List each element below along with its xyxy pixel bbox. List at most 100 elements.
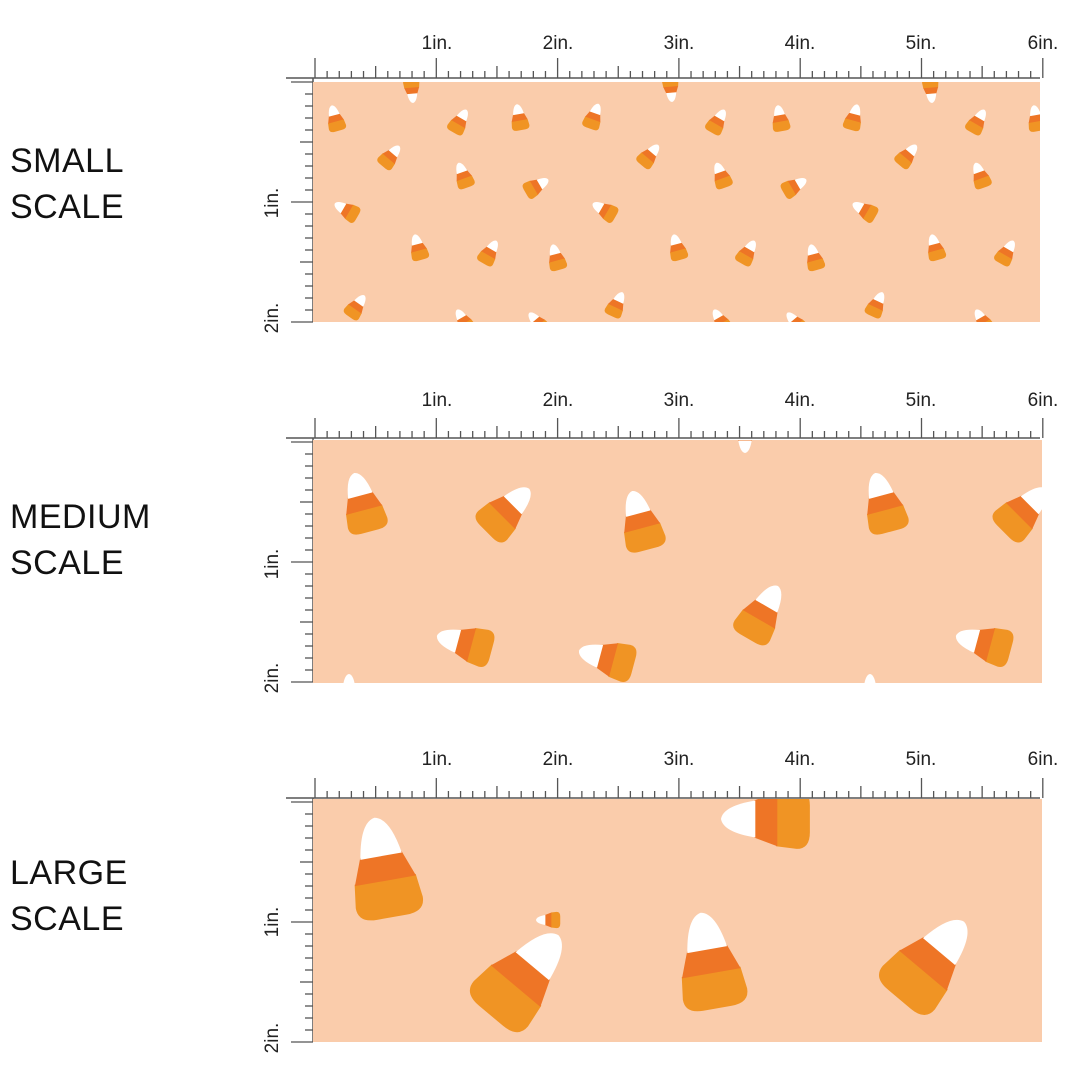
candy-corn-icon: [604, 292, 625, 319]
candy-corn-icon: [477, 240, 498, 267]
small-ruler-vlabel-2in: 2in.: [262, 303, 283, 334]
small-candy-pattern: [328, 82, 1040, 322]
small-scale-label-line1: SMALL: [10, 142, 124, 180]
candy-corn-icon: [334, 202, 361, 223]
small-scale-panel: 1in. 2in. 3in. 4in. 5in. 6in. 1in. 2in.: [0, 0, 1080, 360]
candy-corn-icon: [456, 162, 475, 190]
candy-corn-icon: [475, 487, 531, 543]
candy-corn-icon: [714, 162, 733, 190]
candy-corn-icon: [582, 103, 601, 131]
large-ruler-label-1in: 1in.: [422, 749, 453, 770]
candy-corn-icon: [578, 643, 637, 682]
candy-corn-icon: [928, 234, 947, 262]
candy-corn-icon: [974, 309, 994, 322]
medium-ruler-label-1in: 1in.: [422, 390, 453, 411]
candy-corn-icon: [735, 240, 756, 267]
candy-corn-icon: [992, 487, 1042, 543]
medium-fabric-swatch: [313, 440, 1042, 683]
large-scale-svg: 1in. 2in. 3in. 4in. 5in. 6in. 1in. 2in.: [262, 749, 1059, 1054]
candy-corn-icon: [592, 202, 619, 223]
candy-corn-icon: [705, 109, 726, 136]
medium-ruler-label-2in: 2in.: [543, 390, 574, 411]
candy-corn-icon: [447, 109, 468, 136]
small-scale-label: SMALL SCALE: [10, 138, 124, 230]
candy-corn-icon: [852, 202, 879, 223]
large-ruler-label-5in: 5in.: [906, 749, 937, 770]
large-scale-label: LARGE SCALE: [10, 850, 128, 942]
small-scale-label-line2: SCALE: [10, 188, 124, 226]
candy-corn-icon: [922, 82, 939, 103]
large-ruler-label-2in: 2in.: [543, 749, 574, 770]
candy-corn-icon: [878, 919, 968, 1015]
candy-corn-icon: [670, 234, 689, 262]
candy-corn-icon: [894, 144, 918, 170]
candy-corn-icon: [772, 105, 791, 132]
small-ruler-label-4in: 4in.: [785, 33, 816, 54]
large-ruler-vlabel-2in: 2in.: [262, 1023, 283, 1054]
large-scale-label-line2: SCALE: [10, 900, 124, 938]
candy-corn-icon: [636, 144, 660, 170]
candy-corn-icon: [623, 491, 666, 553]
candy-corn-icon: [528, 312, 550, 322]
small-vertical-ruler: [291, 78, 314, 323]
medium-ruler-label-6in: 6in.: [1028, 390, 1059, 411]
large-candy-pattern: [354, 799, 968, 1033]
small-ruler-label-1in: 1in.: [422, 33, 453, 54]
candy-corn-icon: [343, 674, 355, 683]
medium-ruler-label-3in: 3in.: [664, 390, 695, 411]
candy-corn-icon: [737, 440, 753, 453]
candy-corn-icon: [780, 178, 807, 199]
small-horizontal-ruler: [286, 58, 1044, 79]
candy-corn-icon: [469, 933, 562, 1033]
candy-corn-icon: [662, 82, 679, 102]
candy-corn-icon: [864, 292, 885, 319]
candy-corn-icon: [786, 312, 808, 322]
medium-ruler-vlabel-2in: 2in.: [262, 663, 283, 694]
candy-corn-icon: [403, 82, 420, 103]
candy-corn-icon: [965, 109, 986, 136]
candy-corn-icon: [864, 674, 876, 683]
small-ruler-label-5in: 5in.: [906, 33, 937, 54]
medium-scale-label: MEDIUM SCALE: [10, 494, 151, 586]
candy-corn-icon: [721, 799, 810, 849]
candy-corn-icon: [345, 473, 388, 535]
candy-corn-icon: [436, 628, 495, 667]
medium-scale-panel: 1in. 2in. 3in. 4in. 5in. 6in. 1in. 2in.: [0, 360, 1080, 720]
large-horizontal-ruler: [286, 778, 1044, 799]
small-scale-svg: 1in. 2in. 3in. 4in. 5in. 6in. 1in. 2in.: [262, 33, 1059, 334]
candy-corn-icon: [455, 309, 475, 322]
candy-corn-icon: [377, 145, 401, 171]
medium-ruler-label-4in: 4in.: [785, 390, 816, 411]
candy-corn-icon: [1028, 105, 1040, 132]
candy-corn-icon: [681, 912, 748, 1012]
large-scale-panel: 1in. 2in. 3in. 4in. 5in. 6in. 1in. 2in.: [0, 720, 1080, 1080]
candy-corn-icon: [343, 295, 366, 321]
candy-corn-icon: [328, 105, 347, 133]
candy-corn-icon: [955, 628, 1014, 667]
small-fabric-swatch: [313, 82, 1040, 322]
candy-corn-icon: [536, 911, 561, 929]
small-ruler-label-3in: 3in.: [664, 33, 695, 54]
candy-corn-icon: [522, 178, 549, 199]
large-ruler-label-6in: 6in.: [1028, 749, 1059, 770]
candy-corn-icon: [411, 234, 430, 262]
candy-corn-icon: [994, 240, 1015, 267]
large-ruler-vlabel-1in: 1in.: [262, 907, 283, 938]
medium-scale-label-line1: MEDIUM: [10, 498, 151, 536]
candy-corn-icon: [866, 473, 909, 535]
large-ruler-label-3in: 3in.: [664, 749, 695, 770]
candy-corn-icon: [973, 162, 992, 190]
small-ruler-label-6in: 6in.: [1028, 33, 1059, 54]
medium-horizontal-ruler: [286, 418, 1044, 439]
small-ruler-label-2in: 2in.: [543, 33, 574, 54]
medium-ruler-vlabel-1in: 1in.: [262, 549, 283, 580]
candy-corn-icon: [549, 244, 568, 272]
medium-ruler-label-5in: 5in.: [906, 390, 937, 411]
medium-candy-pattern: [343, 440, 1042, 683]
large-ruler-label-4in: 4in.: [785, 749, 816, 770]
small-ruler-vlabel-1in: 1in.: [262, 188, 283, 219]
large-scale-label-line1: LARGE: [10, 854, 128, 892]
candy-corn-icon: [712, 309, 732, 322]
candy-corn-icon: [511, 104, 530, 131]
candy-corn-icon: [842, 104, 861, 132]
